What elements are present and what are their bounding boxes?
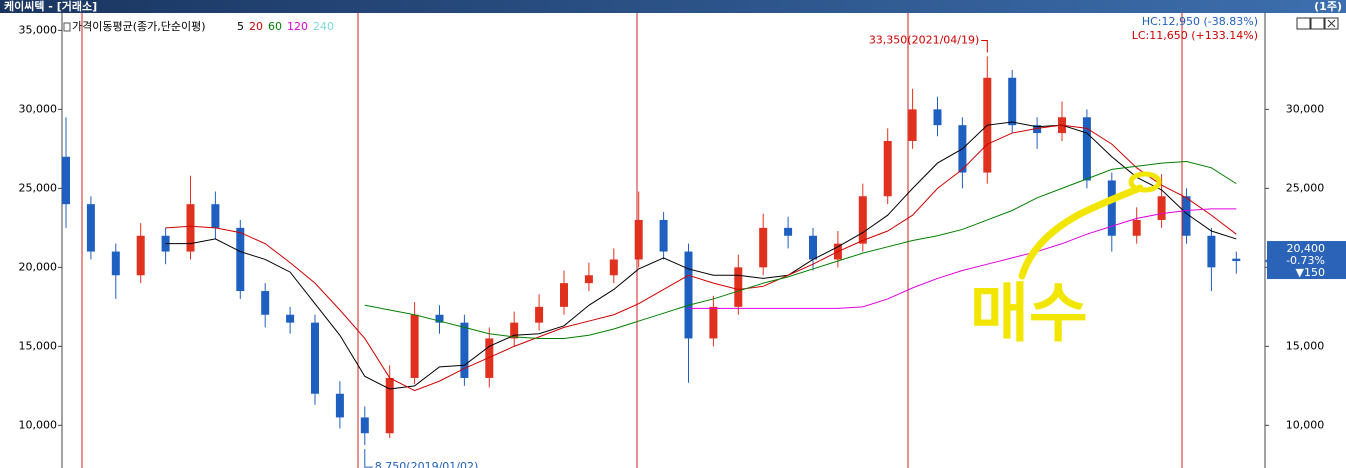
legend-entry: 60	[268, 20, 282, 33]
ma-line	[364, 161, 1237, 339]
change: ▼150	[1296, 266, 1325, 279]
candle-body	[1207, 235, 1216, 268]
candle-body	[485, 338, 494, 378]
title-bar	[0, 0, 1346, 13]
y2-tick-label: 10,000	[1286, 418, 1325, 431]
candle-body	[1182, 196, 1191, 236]
candle-body	[1082, 117, 1091, 181]
candle-body	[734, 267, 743, 307]
candle-body	[1033, 125, 1042, 134]
price-pointer	[1265, 256, 1271, 267]
candle-body	[858, 196, 867, 244]
annotation: 매수	[970, 278, 1088, 352]
candle-body	[535, 306, 544, 323]
candle-body	[908, 109, 917, 141]
ma-line	[688, 208, 1237, 309]
legend-entry: 5	[237, 20, 244, 33]
ma-line	[165, 124, 1237, 392]
y-tick-label: 10,000	[19, 418, 58, 431]
legend-title: 가격이동평균(종가,단순이평)	[72, 20, 206, 33]
y2-tick-label: 25,000	[1286, 181, 1325, 194]
candle-body	[560, 283, 568, 307]
candle-body	[111, 251, 120, 276]
y-tick-label: 15,000	[19, 339, 58, 352]
candle-body	[86, 204, 95, 252]
high-pointer	[981, 39, 988, 53]
arrow	[1018, 184, 1144, 280]
candle-body	[510, 322, 519, 339]
candle-body	[236, 227, 245, 292]
candle-body	[809, 235, 817, 260]
close-icon	[1327, 19, 1336, 28]
y-tick-label: 25,000	[19, 181, 58, 194]
change-pct: -0.73%	[1286, 254, 1325, 267]
candle-body	[759, 227, 768, 268]
button[interactable]	[1310, 17, 1325, 30]
price-box	[1267, 241, 1346, 280]
y-tick-label: 20,000	[19, 260, 58, 273]
candle-body	[211, 204, 220, 228]
period: (1주)	[1314, 0, 1342, 13]
candle-body	[385, 377, 394, 434]
candle-body	[1008, 77, 1017, 126]
window-buttons[interactable]	[1296, 17, 1339, 30]
low-pointer	[364, 449, 373, 468]
candle-body	[709, 306, 718, 339]
candle-body	[1132, 219, 1141, 236]
candle-body	[186, 204, 195, 252]
candle-body	[684, 251, 693, 339]
chart-title: 케이씨텍 - [거래소]	[4, 0, 97, 13]
y-tick-label: 30,000	[19, 102, 58, 115]
hc-label: HC:12,950 (-38.83%)	[1142, 15, 1258, 28]
legend-entry: 240	[313, 20, 334, 33]
candle-body	[784, 227, 793, 236]
candle-body	[584, 275, 593, 284]
candle-body	[286, 314, 295, 323]
candle-body	[883, 140, 892, 197]
candle-body	[261, 291, 270, 315]
candle-body	[360, 417, 369, 434]
candle-body	[1232, 258, 1241, 262]
candle-body	[435, 314, 444, 323]
candle-body	[1107, 180, 1116, 236]
high-label: 33,350(2021/04/19)	[869, 33, 979, 46]
candle-body	[311, 322, 319, 394]
price-label: 20,400	[1287, 242, 1326, 255]
candle-body	[634, 219, 643, 260]
candle-body	[410, 314, 419, 378]
low-label: 8,750(2019/01/02)	[375, 460, 478, 468]
candle-body	[136, 235, 145, 276]
period-separators	[81, 13, 1183, 468]
candle-body	[62, 156, 70, 205]
button[interactable]	[1296, 17, 1311, 30]
legend-entry: 20	[249, 20, 263, 33]
candle-body	[335, 393, 344, 418]
candle-body	[609, 259, 618, 276]
y2-tick-label: 15,000	[1286, 339, 1325, 352]
arrow-head	[1128, 171, 1162, 193]
lc-label: LC:11,650 (+133.14%)	[1132, 29, 1258, 42]
legend-box	[63, 22, 71, 32]
candle-body	[460, 322, 469, 378]
y-tick-label: 35,000	[19, 23, 58, 36]
candle-body	[933, 109, 942, 126]
candle-body	[1157, 196, 1166, 220]
button[interactable]	[1324, 17, 1339, 30]
candle-body	[659, 219, 668, 252]
y2-tick-label: 30,000	[1286, 102, 1325, 115]
legend-entry: 120	[287, 20, 308, 33]
